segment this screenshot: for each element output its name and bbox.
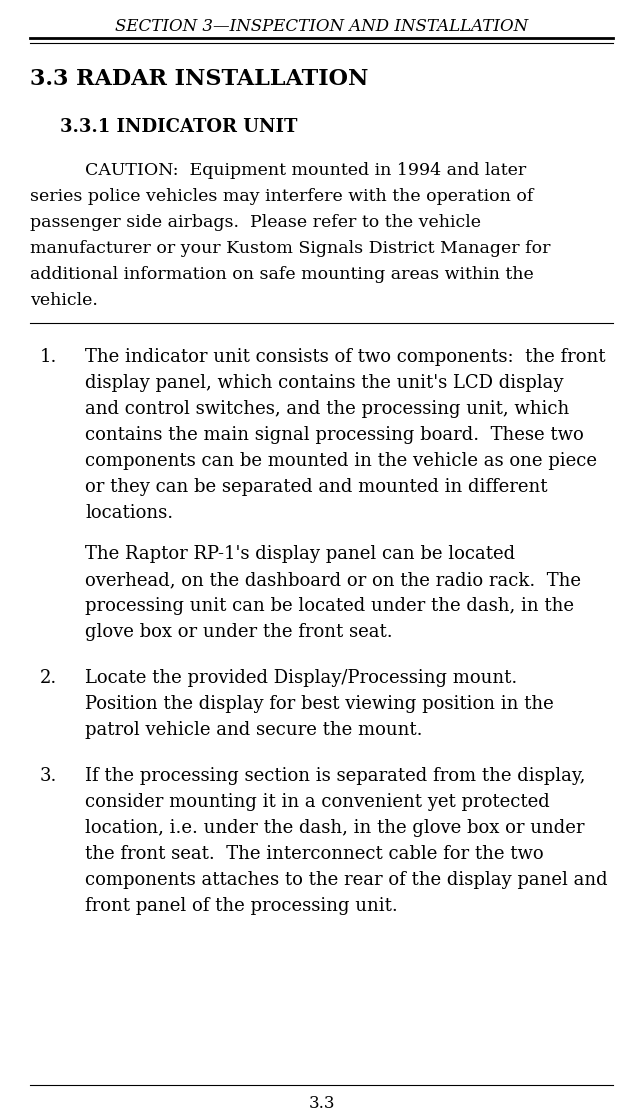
Text: the front seat.  The interconnect cable for the two: the front seat. The interconnect cable f… [85,845,543,863]
Text: components can be mounted in the vehicle as one piece: components can be mounted in the vehicle… [85,452,597,471]
Text: glove box or under the front seat.: glove box or under the front seat. [85,623,393,641]
Text: 3.3 RADAR INSTALLATION: 3.3 RADAR INSTALLATION [30,68,368,90]
Text: Locate the provided Display/Processing mount.: Locate the provided Display/Processing m… [85,669,517,687]
Text: The Raptor RP-1's display panel can be located: The Raptor RP-1's display panel can be l… [85,545,515,563]
Text: display panel, which contains the unit's LCD display: display panel, which contains the unit's… [85,374,563,392]
Text: CAUTION:  Equipment mounted in 1994 and later: CAUTION: Equipment mounted in 1994 and l… [85,162,526,180]
Text: components attaches to the rear of the display panel and: components attaches to the rear of the d… [85,871,608,889]
Text: If the processing section is separated from the display,: If the processing section is separated f… [85,767,585,785]
Text: vehicle.: vehicle. [30,292,98,309]
Text: 3.3.1 INDICATOR UNIT: 3.3.1 INDICATOR UNIT [60,118,297,136]
Text: 3.3: 3.3 [308,1095,335,1112]
Text: front panel of the processing unit.: front panel of the processing unit. [85,896,398,915]
Text: or they can be separated and mounted in different: or they can be separated and mounted in … [85,478,547,496]
Text: locations.: locations. [85,504,173,522]
Text: 1.: 1. [40,348,57,366]
Text: 2.: 2. [40,669,57,687]
Text: The indicator unit consists of two components:  the front: The indicator unit consists of two compo… [85,348,606,366]
Text: processing unit can be located under the dash, in the: processing unit can be located under the… [85,597,574,615]
Text: manufacturer or your Kustom Signals District Manager for: manufacturer or your Kustom Signals Dist… [30,240,550,256]
Text: contains the main signal processing board.  These two: contains the main signal processing boar… [85,426,584,444]
Text: and control switches, and the processing unit, which: and control switches, and the processing… [85,400,569,418]
Text: 3.: 3. [40,767,57,785]
Text: SECTION 3—INSPECTION AND INSTALLATION: SECTION 3—INSPECTION AND INSTALLATION [115,18,528,35]
Text: location, i.e. under the dash, in the glove box or under: location, i.e. under the dash, in the gl… [85,820,584,837]
Text: overhead, on the dashboard or on the radio rack.  The: overhead, on the dashboard or on the rad… [85,571,581,589]
Text: additional information on safe mounting areas within the: additional information on safe mounting … [30,266,534,283]
Text: passenger side airbags.  Please refer to the vehicle: passenger side airbags. Please refer to … [30,214,481,231]
Text: Position the display for best viewing position in the: Position the display for best viewing po… [85,695,554,712]
Text: consider mounting it in a convenient yet protected: consider mounting it in a convenient yet… [85,793,550,811]
Text: series police vehicles may interfere with the operation of: series police vehicles may interfere wit… [30,188,534,205]
Text: patrol vehicle and secure the mount.: patrol vehicle and secure the mount. [85,721,422,739]
